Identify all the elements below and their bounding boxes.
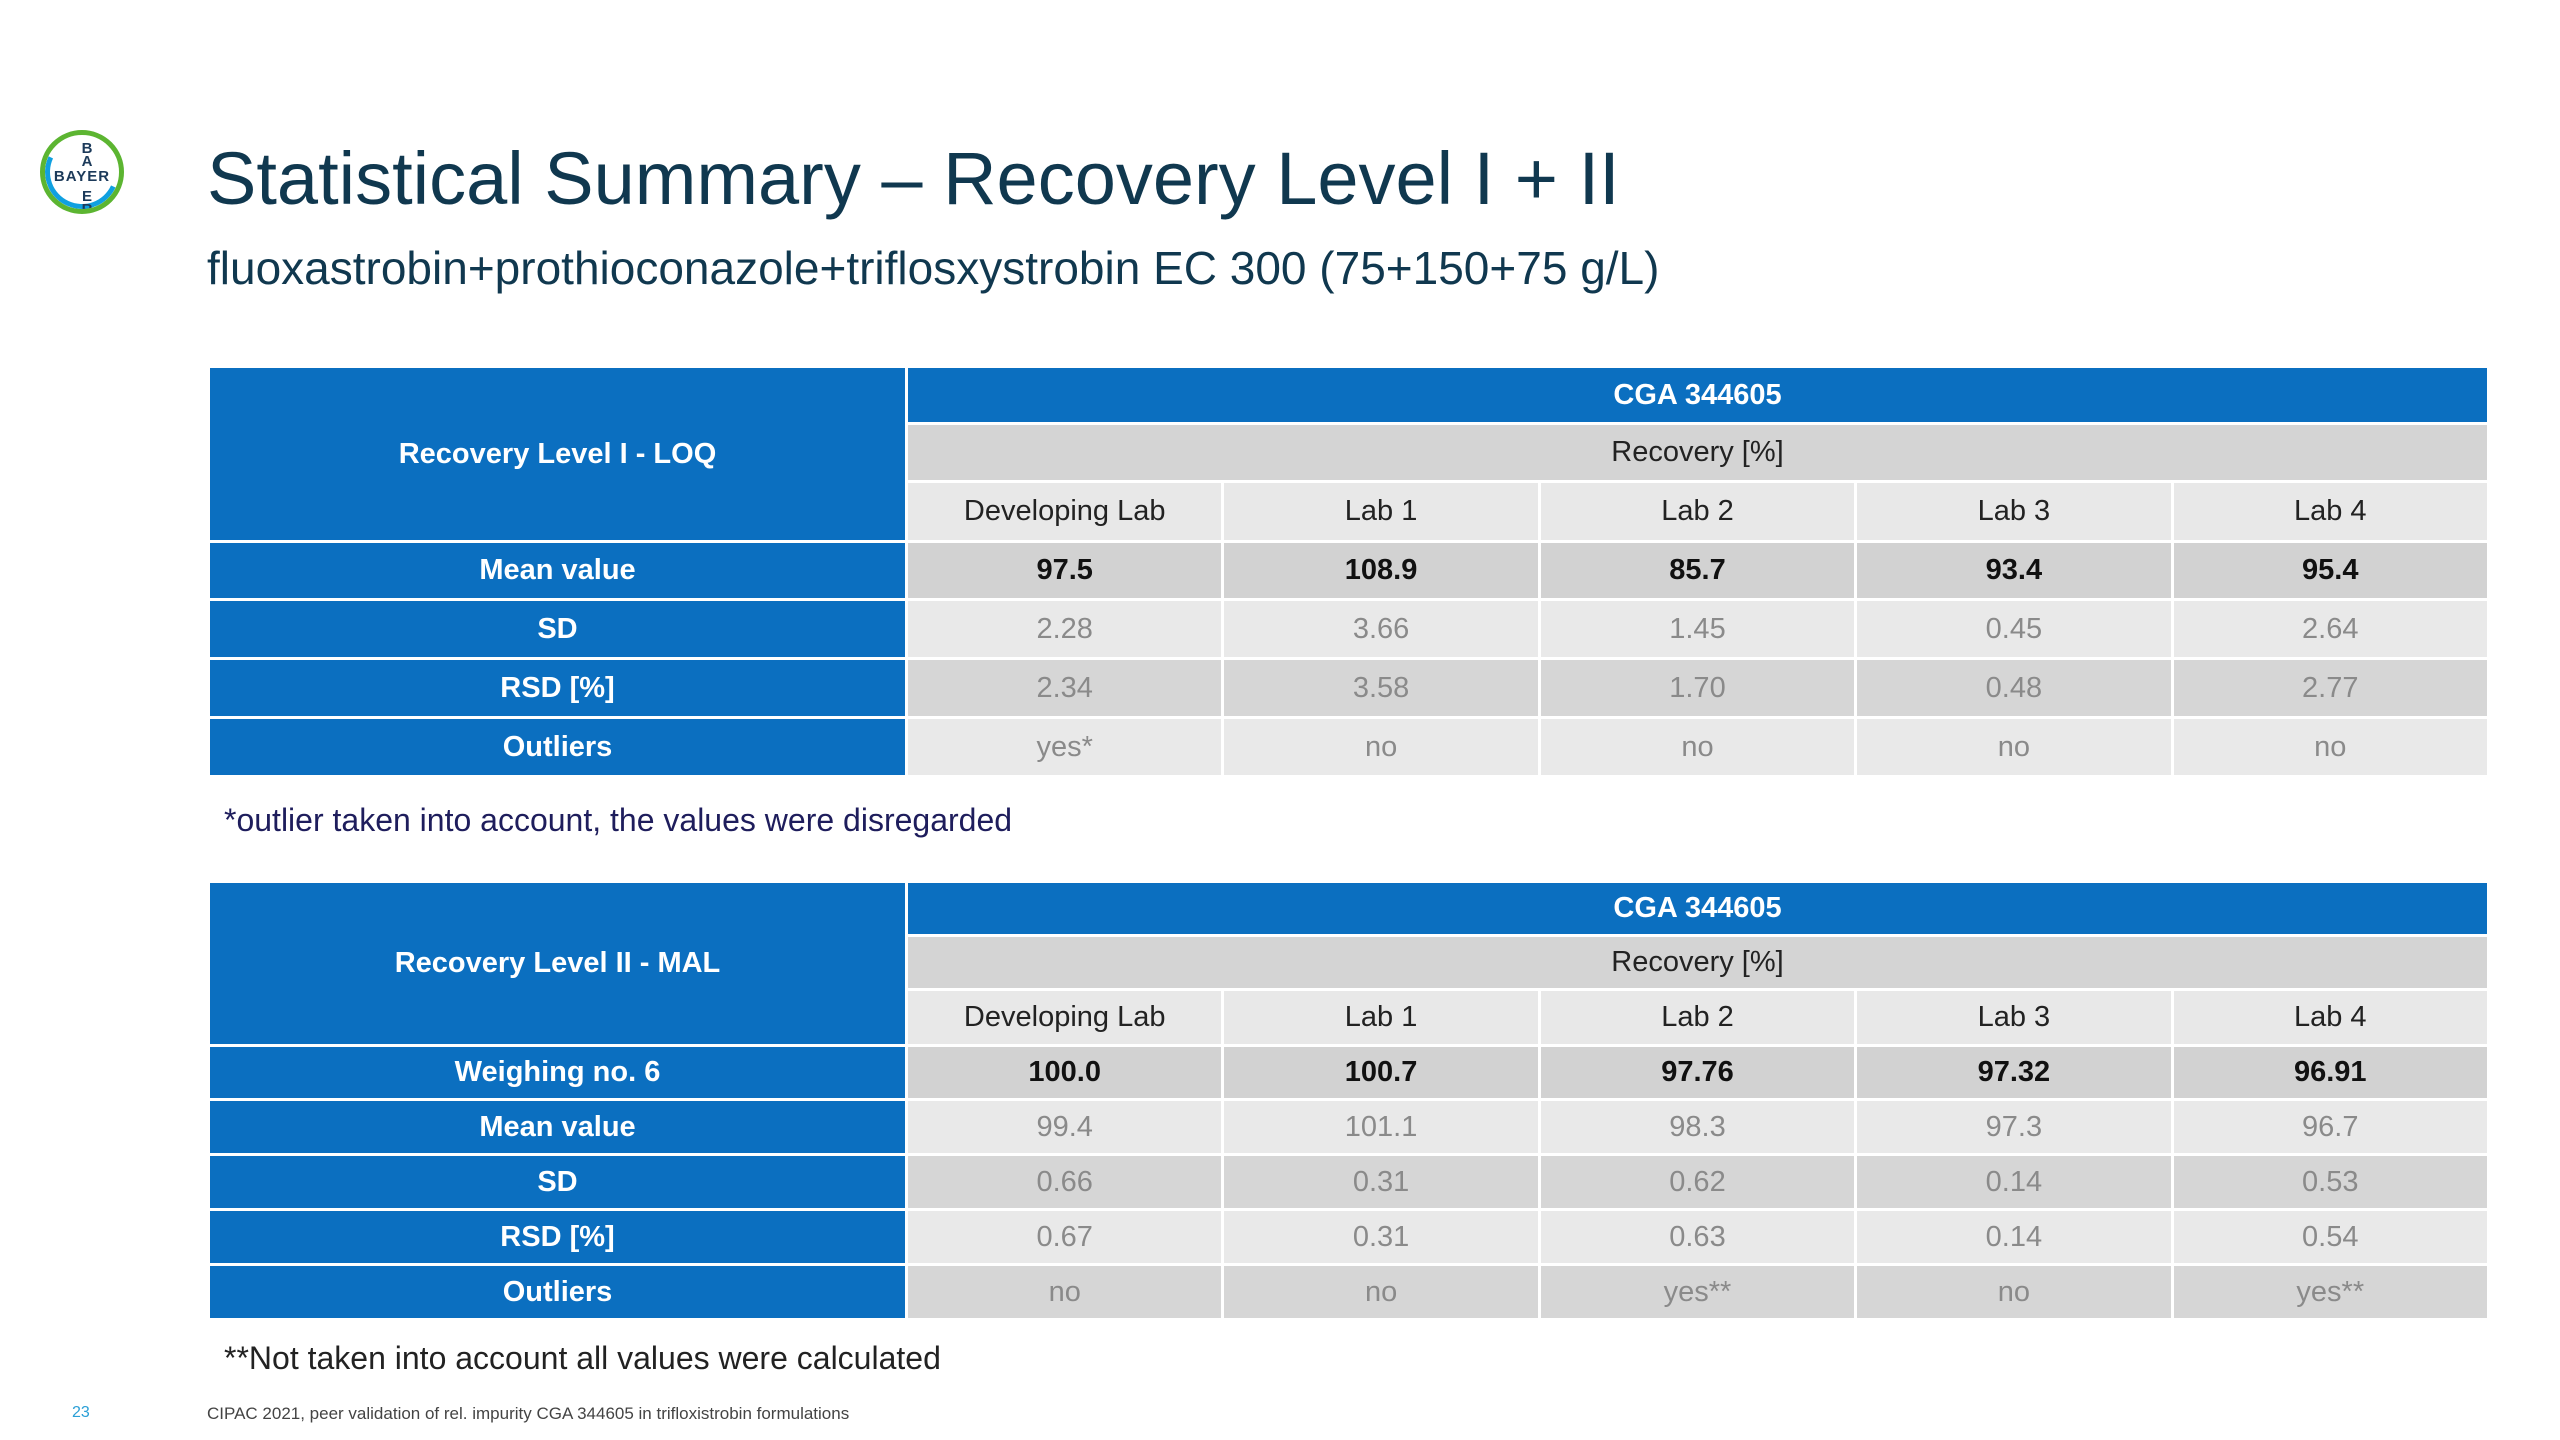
table-cell: 0.62	[1540, 1156, 1855, 1208]
table-cell: 93.4	[1857, 543, 2171, 598]
table-cell: no	[908, 1266, 1222, 1318]
bayer-logo: B A E R BAYER	[40, 130, 124, 214]
table-cell: yes**	[1540, 1266, 1855, 1318]
column-header: Lab 4	[2173, 483, 2487, 540]
table-cell: 96.91	[2173, 1047, 2487, 1098]
recovery-level-1-table: Recovery Level I - LOQ CGA 344605 Recove…	[207, 365, 2490, 778]
bayer-logo-vertical-text: B A E R	[80, 140, 94, 214]
table-row: Mean value 97.5 108.9 85.7 93.4 95.4	[210, 543, 2487, 598]
bayer-logo-horizontal-text: BAYER	[53, 168, 111, 185]
table-cell: 3.58	[1224, 660, 1538, 716]
table-row: SD 0.66 0.31 0.62 0.14 0.53	[210, 1156, 2487, 1208]
table-row: RSD [%] 2.34 3.58 1.70 0.48 2.77	[210, 660, 2487, 716]
table-cell: 96.7	[2173, 1101, 2487, 1153]
table-group-header: CGA 344605	[908, 368, 2487, 422]
table-cell: yes*	[908, 719, 1222, 775]
table-row: Outliers no no yes** no yes**	[210, 1266, 2487, 1318]
table-row: Outliers yes* no no no no	[210, 719, 2487, 775]
table-cell: 95.4	[2173, 543, 2487, 598]
row-label: Outliers	[210, 1266, 905, 1318]
table-cell: 101.1	[1224, 1101, 1538, 1153]
row-label: Weighing no. 6	[210, 1047, 905, 1098]
logo-letter: E	[81, 188, 92, 205]
column-header: Developing Lab	[908, 991, 1222, 1044]
column-header: Lab 1	[1224, 483, 1538, 540]
table-cell: 0.31	[1224, 1156, 1538, 1208]
table-cell: 97.5	[908, 543, 1222, 598]
table-sub-header: Recovery [%]	[908, 425, 2487, 480]
table-row: SD 2.28 3.66 1.45 0.45 2.64	[210, 601, 2487, 657]
table-row: Mean value 99.4 101.1 98.3 97.3 96.7	[210, 1101, 2487, 1153]
table-cell: 0.53	[2173, 1156, 2487, 1208]
row-label: Mean value	[210, 1101, 905, 1153]
table-cell: 99.4	[908, 1101, 1222, 1153]
table-cell: 85.7	[1540, 543, 1855, 598]
table-cell: 0.63	[1540, 1211, 1855, 1263]
table-cell: yes**	[2173, 1266, 2487, 1318]
table-row: Weighing no. 6 100.0 100.7 97.76 97.32 9…	[210, 1047, 2487, 1098]
row-label: SD	[210, 601, 905, 657]
table-cell: 3.66	[1224, 601, 1538, 657]
table-cell: no	[1224, 1266, 1538, 1318]
table-cell: 100.7	[1224, 1047, 1538, 1098]
table-cell: 0.14	[1857, 1156, 2171, 1208]
row-label: Outliers	[210, 719, 905, 775]
row-label: Mean value	[210, 543, 905, 598]
column-header: Lab 3	[1857, 483, 2171, 540]
row-label: SD	[210, 1156, 905, 1208]
table-cell: no	[1857, 1266, 2171, 1318]
column-header: Lab 4	[2173, 991, 2487, 1044]
table-cell: 108.9	[1224, 543, 1538, 598]
slide-subtitle: fluoxastrobin+prothioconazole+triflosxys…	[207, 242, 1660, 294]
row-label: RSD [%]	[210, 660, 905, 716]
table-cell: 0.67	[908, 1211, 1222, 1263]
table-cell: 2.77	[2173, 660, 2487, 716]
table-cell: 97.76	[1540, 1047, 1855, 1098]
table-cell: 0.14	[1857, 1211, 2171, 1263]
table-sub-header: Recovery [%]	[908, 937, 2487, 988]
footer-text: CIPAC 2021, peer validation of rel. impu…	[207, 1404, 850, 1423]
column-header: Developing Lab	[908, 483, 1222, 540]
logo-letter: B	[81, 140, 93, 157]
table-cell: 0.48	[1857, 660, 2171, 716]
table-row: RSD [%] 0.67 0.31 0.63 0.14 0.54	[210, 1211, 2487, 1263]
recovery-level-2-table: Recovery Level II - MAL CGA 344605 Recov…	[207, 880, 2490, 1321]
table-cell: 0.66	[908, 1156, 1222, 1208]
table-cell: 1.70	[1540, 660, 1855, 716]
table-cell: 97.32	[1857, 1047, 2171, 1098]
table-cell: no	[1857, 719, 2171, 775]
column-header: Lab 2	[1540, 483, 1855, 540]
table-cell: 0.45	[1857, 601, 2171, 657]
table-cell: 1.45	[1540, 601, 1855, 657]
column-header: Lab 2	[1540, 991, 1855, 1044]
table-cell: 98.3	[1540, 1101, 1855, 1153]
column-header: Lab 3	[1857, 991, 2171, 1044]
table-corner-header: Recovery Level II - MAL	[210, 883, 905, 1044]
table-cell: 0.31	[1224, 1211, 1538, 1263]
table-cell: no	[2173, 719, 2487, 775]
table-cell: no	[1540, 719, 1855, 775]
slide-title: Statistical Summary – Recovery Level I +…	[207, 137, 1620, 220]
table-group-header: CGA 344605	[908, 883, 2487, 934]
column-header: Lab 1	[1224, 991, 1538, 1044]
table-cell: 97.3	[1857, 1101, 2171, 1153]
row-label: RSD [%]	[210, 1211, 905, 1263]
logo-letter: R	[81, 201, 93, 214]
table-cell: 2.64	[2173, 601, 2487, 657]
table-cell: 0.54	[2173, 1211, 2487, 1263]
table-cell: 100.0	[908, 1047, 1222, 1098]
table-cell: 2.28	[908, 601, 1222, 657]
table1-footnote: *outlier taken into account, the values …	[224, 802, 1013, 838]
page-number: 23	[72, 1404, 90, 1421]
table-cell: 2.34	[908, 660, 1222, 716]
table2-footnote: **Not taken into account all values were…	[224, 1340, 941, 1376]
table-cell: no	[1224, 719, 1538, 775]
logo-letter: A	[81, 153, 93, 170]
table-corner-header: Recovery Level I - LOQ	[210, 368, 905, 540]
